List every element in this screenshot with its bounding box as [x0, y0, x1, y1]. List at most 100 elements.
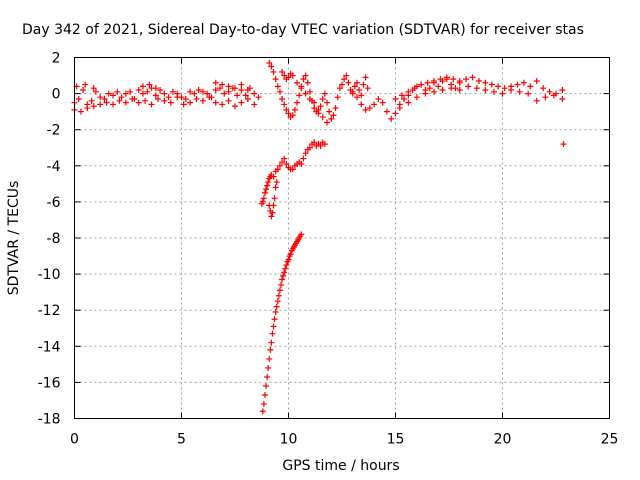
data-point-marker — [540, 85, 547, 92]
data-point-marker — [122, 99, 129, 106]
data-point-marker — [343, 72, 350, 79]
data-point-marker — [508, 86, 515, 93]
data-point-marker — [276, 88, 283, 95]
data-point-marker — [281, 101, 288, 108]
data-point-marker — [269, 209, 276, 216]
series-main-band-upper — [73, 79, 251, 93]
data-point-marker — [388, 115, 395, 122]
data-point-marker — [182, 96, 189, 103]
x-tick-label: 10 — [280, 432, 298, 448]
data-point-marker — [271, 195, 278, 202]
data-point-marker — [279, 159, 286, 166]
data-point-marker — [306, 144, 313, 151]
data-point-marker — [271, 316, 278, 323]
data-point-marker — [383, 108, 390, 115]
y-tick-label: -16 — [38, 375, 61, 391]
data-point-marker — [139, 90, 146, 97]
data-point-marker — [167, 99, 174, 106]
data-point-marker — [273, 303, 280, 310]
data-point-marker — [525, 90, 532, 97]
data-point-marker — [187, 88, 194, 95]
data-point-marker — [302, 90, 309, 97]
data-point-marker — [396, 105, 403, 112]
data-point-marker — [264, 373, 271, 380]
data-point-marker — [127, 88, 134, 95]
series-arc-9-12h — [266, 59, 371, 122]
data-point-marker — [118, 94, 125, 101]
data-point-marker — [294, 79, 301, 86]
series-outlier — [560, 141, 567, 148]
data-point-marker — [259, 198, 266, 205]
data-point-marker — [161, 97, 168, 104]
data-point-marker — [283, 262, 290, 269]
chart-title: Day 342 of 2021, Sidereal Day-to-day VTE… — [22, 22, 584, 38]
data-point-marker — [424, 79, 431, 86]
x-tick-label: 15 — [387, 432, 405, 448]
data-point-marker — [84, 105, 91, 112]
data-point-marker — [154, 96, 161, 103]
data-point-marker — [187, 99, 194, 106]
data-point-marker — [371, 101, 378, 108]
data-point-marker — [366, 105, 373, 112]
data-point-marker — [174, 94, 181, 101]
data-point-marker — [550, 92, 557, 99]
data-point-marker — [148, 101, 155, 108]
data-point-marker — [244, 96, 251, 103]
y-axis-ticks: -18 -16 -14 -12 -10 -8 -6 -4 -2 0 2 — [38, 51, 610, 428]
data-point-marker — [274, 83, 281, 90]
data-point-marker — [362, 106, 369, 113]
y-tick-label: 0 — [52, 87, 61, 103]
series-main-band-lower — [71, 94, 258, 115]
data-point-marker — [270, 173, 277, 180]
data-point-marker — [294, 99, 301, 106]
data-point-marker — [219, 101, 226, 108]
data-point-marker — [418, 81, 425, 88]
data-point-marker — [546, 88, 553, 95]
data-point-marker — [103, 99, 110, 106]
data-point-marker — [116, 97, 123, 104]
data-point-marker — [272, 76, 279, 83]
data-point-marker — [80, 86, 87, 93]
data-point-marker — [422, 90, 429, 97]
data-point-marker — [435, 83, 442, 90]
data-point-marker — [527, 83, 534, 90]
data-point-marker — [238, 99, 245, 106]
data-point-marker — [501, 85, 508, 92]
data-point-marker — [463, 76, 470, 83]
x-axis-ticks: 0 5 10 15 20 25 — [70, 57, 619, 448]
data-point-marker — [114, 88, 121, 95]
series-branch-lower — [259, 231, 305, 415]
data-point-marker — [439, 86, 446, 93]
x-tick-label: 25 — [601, 432, 619, 448]
data-point-marker — [146, 81, 153, 88]
data-point-marker — [339, 81, 345, 88]
data-point-marker — [448, 85, 455, 92]
data-point-marker — [298, 85, 305, 92]
data-point-marker — [135, 99, 142, 106]
data-points — [71, 59, 567, 415]
data-point-marker — [281, 269, 288, 276]
data-point-marker — [260, 195, 267, 202]
data-point-marker — [279, 96, 286, 103]
series-branch-upper-dip — [266, 179, 280, 220]
data-point-marker — [264, 182, 271, 189]
data-point-marker — [319, 114, 326, 121]
data-point-marker — [267, 346, 274, 353]
y-tick-label: -10 — [38, 267, 61, 283]
data-point-marker — [559, 96, 566, 103]
data-point-marker — [110, 92, 117, 99]
y-tick-label: -14 — [38, 339, 61, 355]
data-point-marker — [199, 97, 206, 104]
data-point-marker — [332, 105, 339, 112]
data-point-marker — [311, 105, 318, 112]
data-point-marker — [285, 110, 292, 117]
data-point-marker — [139, 83, 146, 90]
series-arc-9-12h-inner — [279, 68, 331, 126]
data-point-marker — [285, 256, 292, 263]
data-point-marker — [456, 77, 463, 84]
data-point-marker — [251, 101, 258, 108]
data-point-marker — [266, 59, 273, 66]
data-point-marker — [401, 96, 408, 103]
grid-lines — [74, 57, 610, 419]
